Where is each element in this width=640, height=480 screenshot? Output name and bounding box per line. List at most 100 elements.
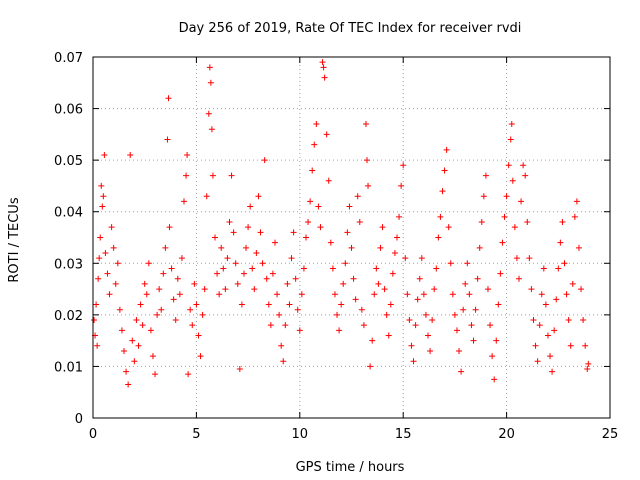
data-point [234,280,241,287]
data-point [580,317,587,324]
data-point [433,265,440,272]
data-point [133,317,140,324]
y-axis-label: ROTI / TECUs [7,197,22,282]
data-point [284,280,291,287]
data-point [269,270,276,277]
axis-ticks [92,56,611,419]
data-point [549,368,556,375]
data-point [354,193,361,200]
data-point [532,342,539,349]
data-point [373,265,380,272]
data-point [101,151,108,158]
data-point [344,229,351,236]
data-point [431,286,438,293]
data-point [209,172,216,179]
data-point [460,306,467,313]
data-point [228,172,235,179]
data-point [313,121,320,128]
data-point [542,301,549,308]
y-tick-labels: 0 0.01 0.02 0.03 0.04 0.05 0.06 0.07 [54,51,83,427]
data-point [154,311,161,318]
data-point [255,193,262,200]
data-point [445,224,452,231]
data-point [158,306,165,313]
data-point [321,74,328,81]
data-point [449,291,456,298]
data-point [199,311,206,318]
data-point [149,353,156,360]
data-point [453,327,460,334]
data-point [185,371,192,378]
data-point [222,286,229,293]
data-point [336,327,343,334]
data-point [526,255,533,262]
data-point [152,371,159,378]
data-point [94,342,101,349]
data-point [178,255,185,262]
x-tick-label: 15 [395,427,412,442]
data-point [362,121,369,128]
data-point [184,151,191,158]
data-point [509,177,516,184]
data-point [530,317,537,324]
data-point [435,234,442,241]
data-point [319,59,326,66]
data-point [402,255,409,262]
data-point [441,167,448,174]
data-point [180,198,187,205]
data-point [365,182,372,189]
data-point [456,347,463,354]
data-point [516,275,523,282]
data-point [385,332,392,339]
data-point [300,265,307,272]
data-point [522,172,529,179]
data-point [257,229,264,236]
data-point [286,301,293,308]
data-point [493,337,500,344]
data-point [183,172,190,179]
data-point [377,244,384,251]
data-point [553,296,560,303]
data-point [206,64,213,71]
data-point [389,270,396,277]
data-point [135,342,142,349]
data-point [187,306,194,313]
data-point [290,229,297,236]
data-point [197,353,204,360]
data-point [383,311,390,318]
data-point [470,337,477,344]
data-point [174,275,181,282]
data-point [253,249,260,256]
data-point [97,234,104,241]
data-point [400,162,407,169]
data-point [214,270,221,277]
data-point [166,224,173,231]
data-point [95,275,102,282]
x-tick-label: 25 [602,427,619,442]
data-point [205,110,212,117]
data-point [416,275,423,282]
data-point [414,296,421,303]
data-point [369,337,376,344]
data-point [298,291,305,298]
data-point [555,265,562,272]
data-point [96,255,103,262]
data-point [524,219,531,226]
data-point [538,291,545,298]
data-point [236,366,243,373]
data-point [474,275,481,282]
data-point [559,219,566,226]
data-point [342,260,349,267]
data-point [484,286,491,293]
data-point [207,79,214,86]
data-point [478,219,485,226]
data-point [429,317,436,324]
x-tick-label: 5 [192,427,200,442]
data-point [131,358,138,365]
data-point [141,280,148,287]
data-point [495,301,502,308]
data-point [571,213,578,220]
data-point [410,358,417,365]
data-point [137,301,144,308]
